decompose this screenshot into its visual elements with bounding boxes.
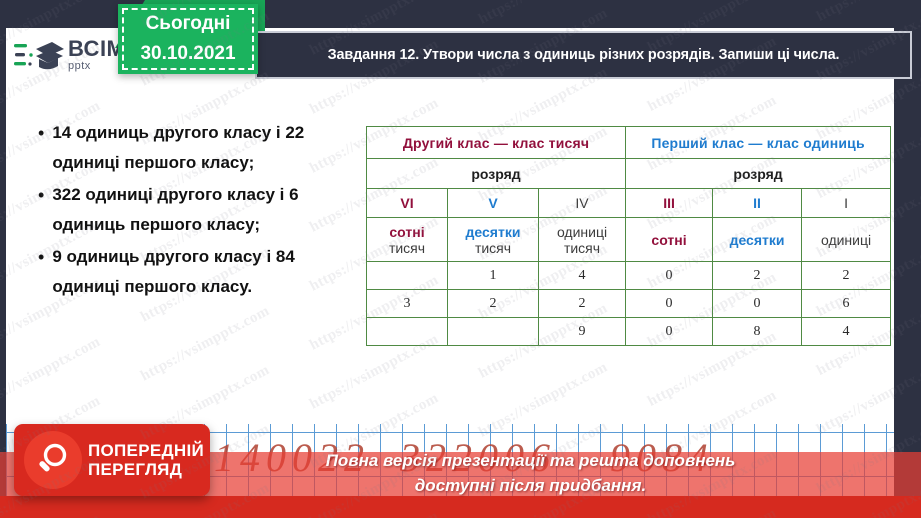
table-row-rozryad: розряд розряд — [365, 158, 892, 189]
roman-v: V — [447, 188, 539, 218]
place-name-main: одиниці — [556, 223, 608, 240]
place-name-main: сотні — [389, 223, 425, 240]
place-name-hundred-thousands: сотні тисяч — [366, 217, 448, 262]
table-row: 1 4 0 2 2 — [366, 261, 892, 290]
table-row: 3 2 2 0 0 6 — [366, 289, 892, 318]
logo-sub: pptx — [68, 60, 91, 72]
list-item-text: 14 одиниць другого класу і 22 одиниці пе… — [52, 123, 305, 172]
place-name-main: десятки — [465, 223, 521, 240]
rozryad-label-first: розряд — [625, 158, 892, 189]
preview-badge-label: ПОПЕРЕДНІЙ ПЕРЕГЛЯД — [88, 441, 204, 479]
task-header: Завдання 12. Утвори числа з одиниць різн… — [255, 31, 912, 79]
place-name-thousands: одиниці тисяч — [537, 217, 627, 262]
date-tab: Сьогодні 30.10.2021 — [118, 4, 258, 74]
date-tab-label: Сьогодні — [145, 13, 231, 34]
logo: ВСІМ pptx — [14, 34, 139, 76]
place-name-main: сотні — [651, 231, 687, 248]
cell[interactable]: 0 — [712, 289, 803, 318]
place-value-table-wrap: Другий клас — клас тисяч Перший клас — к… — [365, 126, 892, 346]
place-name-sub: тисяч — [563, 239, 601, 256]
bullet-marker: • — [38, 185, 45, 205]
task-title: Завдання 12. Утвори числа з одиниць різн… — [327, 47, 840, 63]
roman-vi: VI — [366, 188, 448, 218]
cell[interactable]: 2 — [801, 261, 892, 290]
banner-band-solid — [0, 496, 921, 518]
cell[interactable]: 0 — [625, 261, 714, 290]
cell[interactable] — [366, 261, 448, 290]
banner-line-2: доступні після придбання. — [414, 476, 647, 495]
table-row-class-headers: Другий клас — клас тисяч Перший клас — к… — [365, 126, 892, 159]
cell[interactable]: 4 — [801, 317, 892, 346]
cell[interactable]: 0 — [625, 317, 714, 346]
cell[interactable]: 2 — [537, 289, 627, 318]
cell[interactable]: 4 — [537, 261, 627, 290]
cell[interactable]: 2 — [712, 261, 803, 290]
list-item: • 9 одиниць другого класу і 84 одиниці п… — [38, 242, 348, 302]
cell[interactable]: 6 — [801, 289, 892, 318]
banner-line-1: Повна версія презентації та решта доповн… — [325, 451, 736, 470]
place-name-hundreds: сотні — [625, 217, 714, 262]
table-row: 9 0 8 4 — [366, 317, 892, 346]
cell[interactable] — [366, 317, 448, 346]
preview-badge: ПОПЕРЕДНІЙ ПЕРЕГЛЯД — [14, 424, 210, 496]
bullet-marker: • — [38, 123, 45, 143]
class-header-second: Другий клас — клас тисяч — [365, 126, 627, 159]
place-value-table: Другий клас — клас тисяч Перший клас — к… — [365, 126, 892, 346]
preview-badge-line-2: ПЕРЕГЛЯД — [88, 460, 183, 479]
list-item: • 14 одиниць другого класу і 22 одиниці … — [38, 118, 348, 178]
cell[interactable]: 2 — [447, 289, 539, 318]
bullet-marker: • — [38, 247, 45, 267]
list-item-text: 9 одиниць другого класу і 84 одиниці пер… — [52, 247, 295, 296]
place-name-sub: тисяч — [474, 239, 512, 256]
magnifier-icon — [24, 431, 82, 489]
place-name-sub: тисяч — [388, 239, 426, 256]
list-item-text: 322 одиниці другого класу і 6 одиниць пе… — [52, 185, 299, 234]
bullet-list: • 14 одиниць другого класу і 22 одиниці … — [38, 118, 348, 304]
preview-badge-line-1: ПОПЕРЕДНІЙ — [88, 441, 205, 460]
roman-ii: II — [712, 188, 803, 218]
roman-iv: IV — [537, 188, 627, 218]
roman-i: I — [801, 188, 892, 218]
table-row-roman-numerals: VI V IV III II I — [366, 188, 892, 218]
place-name-tens: десятки — [712, 217, 803, 262]
class-header-first: Перший клас — клас одиниць — [625, 126, 892, 159]
list-item: • 322 одиниці другого класу і 6 одиниць … — [38, 180, 348, 240]
cell[interactable]: 9 — [537, 317, 627, 346]
banner-text: Повна версія презентації та решта доповн… — [0, 448, 921, 498]
place-name-ten-thousands: десятки тисяч — [447, 217, 539, 262]
logo-name: ВСІМ — [68, 36, 126, 61]
table-row-place-names: сотні тисяч десятки тисяч одиниці тисяч … — [366, 217, 892, 262]
cell[interactable]: 3 — [366, 289, 448, 318]
rozryad-label-second: розряд — [365, 158, 627, 189]
cell[interactable]: 0 — [625, 289, 714, 318]
place-name-units: одиниці — [801, 217, 892, 262]
cell[interactable] — [447, 317, 539, 346]
place-name-main: одиниці — [820, 231, 872, 248]
roman-iii: III — [625, 188, 714, 218]
graduation-cap-icon — [14, 42, 64, 70]
cell[interactable]: 1 — [447, 261, 539, 290]
date-tab-date: 30.10.2021 — [140, 43, 236, 64]
cell[interactable]: 8 — [712, 317, 803, 346]
place-name-main: десятки — [729, 231, 785, 248]
